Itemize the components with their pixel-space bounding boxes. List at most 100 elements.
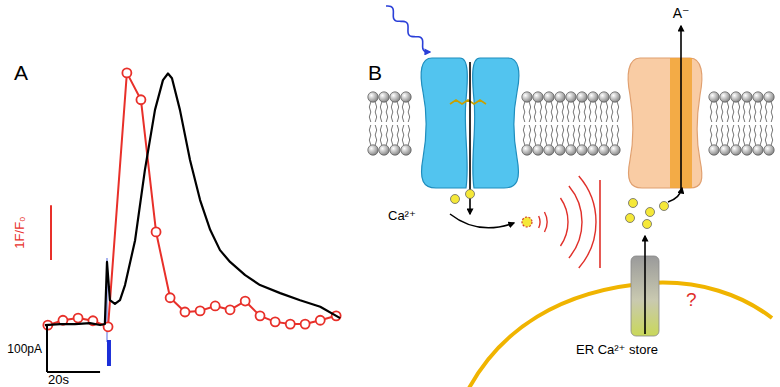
lipid-tail (749, 125, 751, 145)
ion-label: Ca²⁺ (388, 208, 416, 223)
panel-label: A (14, 61, 28, 84)
lipid-head (742, 145, 752, 155)
lipid-tail (584, 102, 586, 122)
series-marker (122, 68, 131, 77)
lipid-tail (578, 102, 580, 122)
lipid-head (368, 92, 378, 102)
series-marker (256, 311, 265, 320)
lipid-tail (617, 125, 619, 145)
lipid-tail (738, 125, 740, 145)
series-line (45, 74, 340, 326)
lipid-head (753, 92, 763, 102)
lipid-tail (611, 125, 613, 145)
lipid-tail (600, 125, 602, 145)
lipid-tail (534, 125, 536, 145)
figure: A20s100pA1F/F₀BA⁻Ca²⁺?ER Ca²⁺ store (0, 0, 780, 387)
scale-bar-line (46, 325, 48, 372)
series-marker (152, 227, 161, 236)
lipid-tail (402, 102, 404, 122)
lipid-head (610, 92, 620, 102)
lipid-head (522, 145, 532, 155)
lipid-tail (611, 102, 613, 122)
lipid-tail (551, 102, 553, 122)
lipid-tail (545, 102, 547, 122)
lipid-tail (716, 125, 718, 145)
lipid-tail (595, 125, 597, 145)
lipid-head (544, 145, 554, 155)
lipid-tail (732, 125, 734, 145)
lipid-head (599, 145, 609, 155)
binding-arrow (450, 214, 514, 228)
lipid-head (610, 145, 620, 155)
anion-channel (628, 26, 702, 192)
channel-subunit (473, 58, 519, 188)
series-marker (241, 297, 250, 306)
lipid-tail (765, 102, 767, 122)
calcium-ion (643, 220, 652, 229)
activation-arrow (668, 188, 682, 202)
signal-wave (599, 180, 601, 268)
lipid-tail (573, 102, 575, 122)
lipid-tail (606, 102, 608, 122)
lipid-tail (408, 125, 410, 145)
lipid-tail (727, 125, 729, 145)
lipid-tail (523, 102, 525, 122)
lipid-tail (765, 125, 767, 145)
lipid-tail (710, 102, 712, 122)
lipid-tail (556, 102, 558, 122)
lipid-tail (408, 102, 410, 122)
lipid-tail (540, 102, 542, 122)
lipid-tail (738, 102, 740, 122)
lipid-tail (595, 102, 597, 122)
lipid-head (720, 92, 730, 102)
series-marker (271, 317, 280, 326)
lipid-head (390, 92, 400, 102)
lipid-tail (567, 125, 569, 145)
lipid-head (588, 145, 598, 155)
lipid-tail (397, 125, 399, 145)
lipid-head (731, 145, 741, 155)
lipid-head (742, 92, 752, 102)
lipid-tail (369, 102, 371, 122)
lipid-tail (716, 102, 718, 122)
lipid-tail (578, 125, 580, 145)
calcium-ion (660, 202, 669, 211)
lipid-tail (754, 125, 756, 145)
lipid-head (390, 145, 400, 155)
lipid-tail (386, 125, 388, 145)
series-marker (301, 320, 310, 329)
release-arrow (644, 236, 646, 334)
scale-bar: 1F/F₀ (12, 205, 51, 260)
lipid-tail (375, 102, 377, 122)
scale-bar-label: 1F/F₀ (12, 217, 27, 249)
lipid-head (566, 145, 576, 155)
store-label: ER Ca²⁺ store (576, 342, 658, 357)
lipid-head (379, 145, 389, 155)
lipid-tail (380, 102, 382, 122)
lipid-tail (391, 102, 393, 122)
lipid-tail (743, 125, 745, 145)
lipid-tail (743, 102, 745, 122)
lipid-tail (540, 125, 542, 145)
lipid-head (544, 92, 554, 102)
lipid-head (753, 145, 763, 155)
calcium-ion (629, 199, 638, 208)
lipid-tail (606, 125, 608, 145)
lipid-tail (523, 125, 525, 145)
scale-bar-label: 20s (48, 372, 69, 387)
lipid-tail (749, 102, 751, 122)
lipid-tail (562, 102, 564, 122)
lipid-tail (771, 102, 773, 122)
lipid-tail (402, 125, 404, 145)
flux-arrow (680, 26, 682, 192)
series-marker (136, 95, 145, 104)
panel-label: B (368, 61, 382, 84)
lipid-tail (391, 125, 393, 145)
light-arrow (386, 6, 430, 52)
scale-bar-label: 100pA (7, 342, 42, 356)
lipid-tail (529, 125, 531, 145)
lipid-head (577, 145, 587, 155)
lipid-head (555, 92, 565, 102)
lipid-tail (556, 125, 558, 145)
lipid-head (401, 145, 411, 155)
